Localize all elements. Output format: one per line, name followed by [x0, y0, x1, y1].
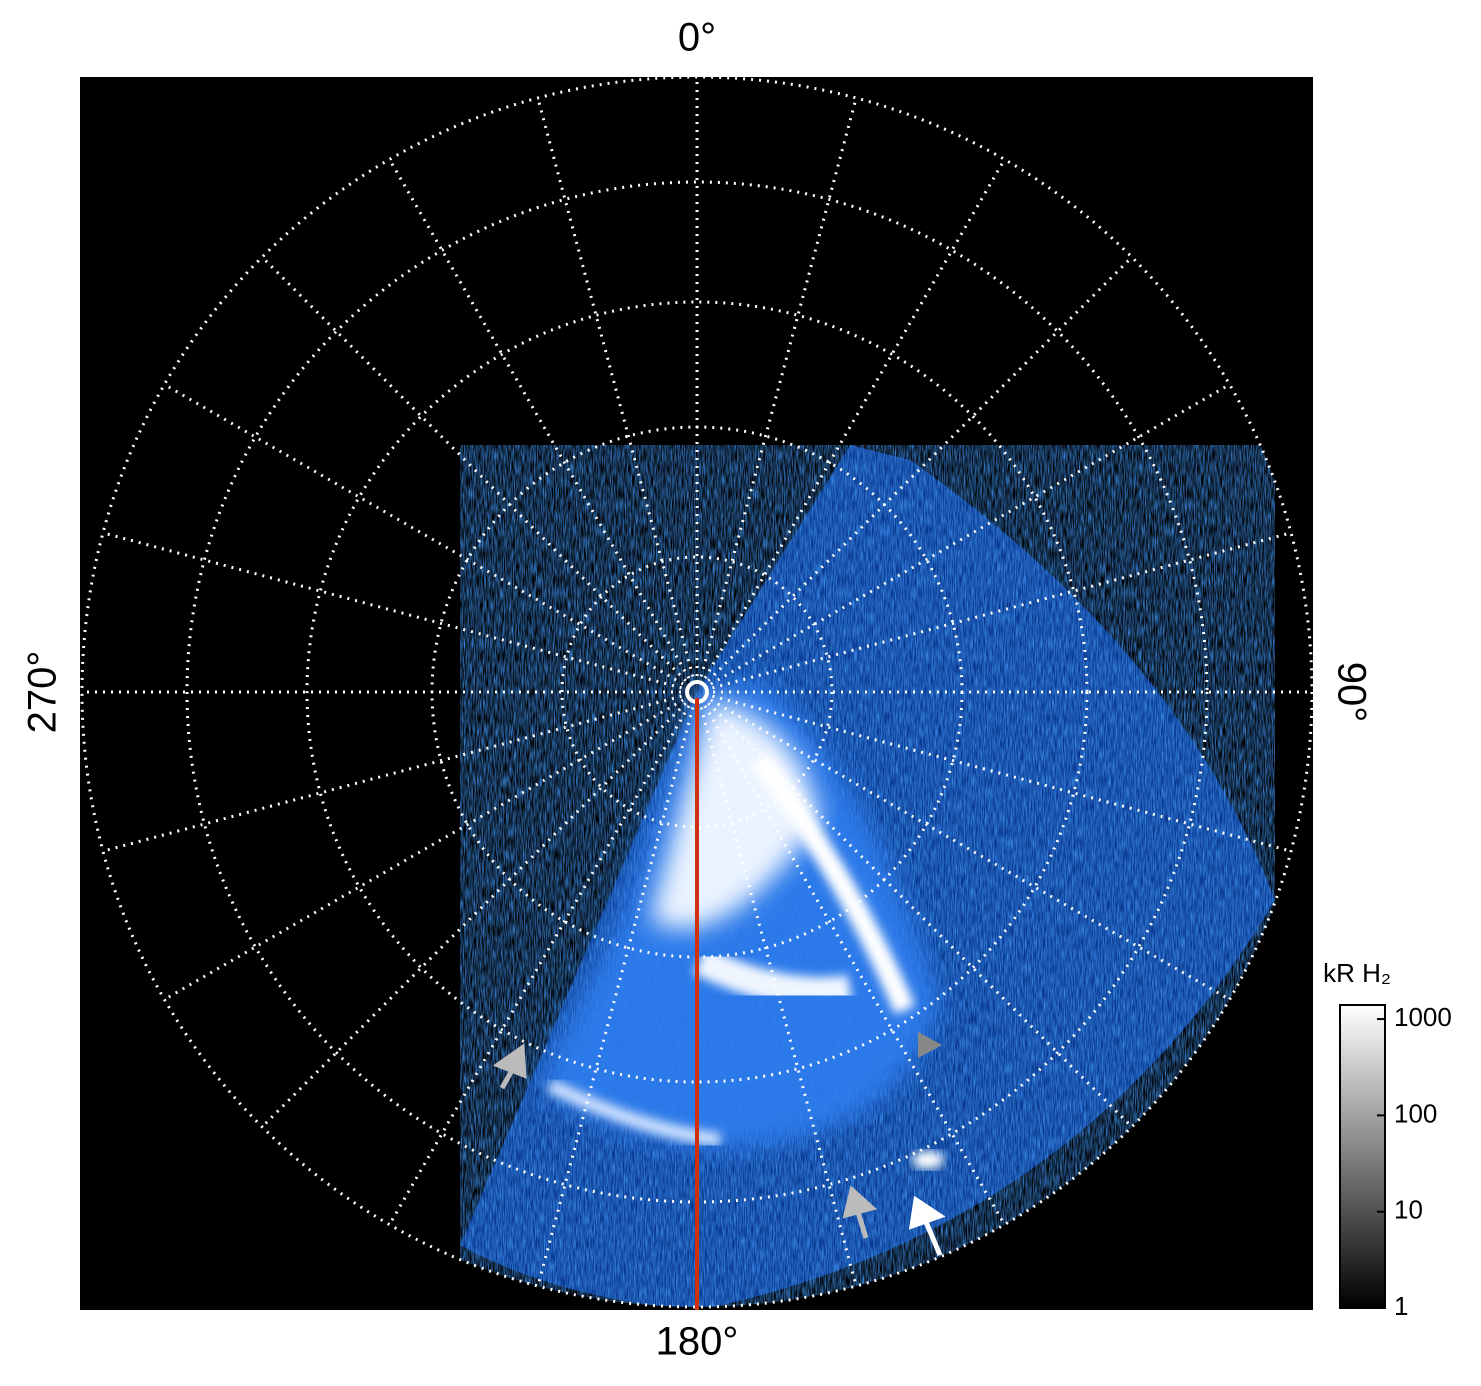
annotation-arrows [492, 1032, 946, 1256]
aurora-image [460, 445, 1275, 1307]
colorbar-tick-label: 1000 [1394, 1002, 1452, 1032]
angle-label: 0° [678, 16, 716, 60]
colorbar-label: kR H₂ [1323, 958, 1391, 988]
angle-label: 180° [656, 1320, 739, 1364]
colorbar-tick-label: 1 [1394, 1291, 1408, 1321]
colorbar-tick-label: 100 [1394, 1098, 1437, 1128]
angle-label: 270° [21, 651, 65, 734]
colorbar-tick-label: 10 [1394, 1195, 1423, 1225]
angle-label: 90° [1329, 662, 1373, 723]
colorbar [1339, 1004, 1386, 1309]
